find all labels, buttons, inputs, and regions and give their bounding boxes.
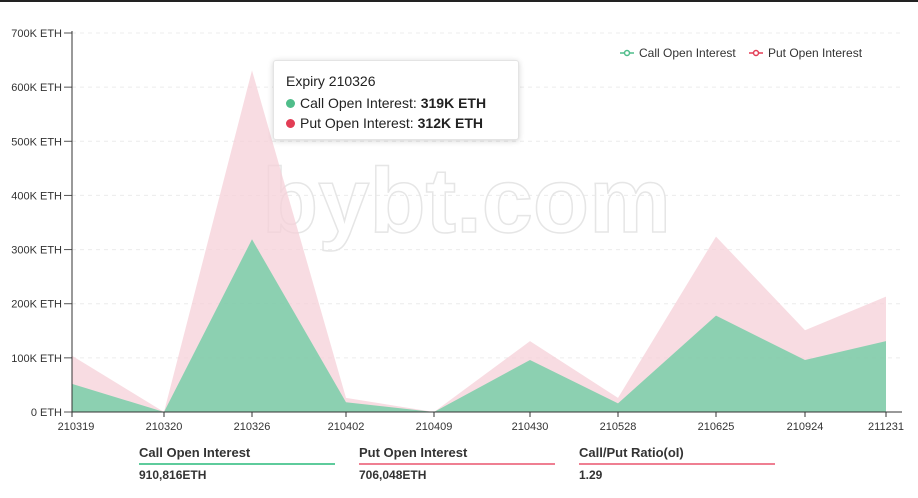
tooltip-call-row: Call Open Interest: 319K ETH <box>286 93 506 113</box>
x-tick-label: 210409 <box>416 421 453 433</box>
x-axis: 210319 210320 210326 210402 210409 210430 2105… <box>58 31 904 433</box>
y-axis: 0 ETH 100K ETH 200K ETH 300K ETH 400K ETH 500… <box>11 28 72 419</box>
call-open-interest-area <box>72 239 886 412</box>
legend-item[interactable]: Call Open Interest <box>620 46 736 60</box>
stat-call-put-ratio: Call/Put Ratio(oI) 1.29 <box>579 445 775 482</box>
legend-item[interactable]: Put Open Interest <box>749 46 863 60</box>
legend-marker-icon <box>752 49 760 57</box>
stat-label: Call/Put Ratio(oI) <box>579 445 684 460</box>
hover-tooltip: Expiry 210326 Call Open Interest: 319K E… <box>273 60 519 140</box>
stat-label: Call Open Interest <box>139 445 251 460</box>
y-tick-label: 700K ETH <box>11 28 62 40</box>
legend-label: Call Open Interest <box>639 46 736 60</box>
stat-underline <box>139 463 335 465</box>
series-areas <box>72 70 886 412</box>
y-tick-label: 100K ETH <box>11 353 62 365</box>
top-border <box>0 0 918 2</box>
stat-value: 706,048ETH <box>359 468 427 482</box>
stat-underline <box>579 463 775 465</box>
stat-label: Put Open Interest <box>359 445 468 460</box>
x-tick-label: 210402 <box>328 421 365 433</box>
x-tick-label: 210430 <box>512 421 549 433</box>
y-tick-label: 400K ETH <box>11 190 62 202</box>
stat-call-open-interest: Call Open Interest 910,816ETH <box>139 445 335 482</box>
y-tick-label: 200K ETH <box>11 299 62 311</box>
legend-label: Put Open Interest <box>768 46 863 60</box>
y-tick-label: 500K ETH <box>11 136 62 148</box>
stat-put-open-interest: Put Open Interest 706,048ETH <box>359 445 555 482</box>
tooltip-title: Expiry 210326 <box>286 73 376 89</box>
tooltip-put-label: Put Open Interest: <box>300 115 414 131</box>
y-tick-label: 600K ETH <box>11 82 62 94</box>
x-tick-label: 210326 <box>234 421 271 433</box>
x-tick-label: 210320 <box>146 421 183 433</box>
x-tick-label: 210319 <box>58 421 95 433</box>
stat-value: 910,816ETH <box>139 468 207 482</box>
tooltip-put-row: Put Open Interest: 312K ETH <box>286 113 506 133</box>
x-tick-label: 210528 <box>600 421 637 433</box>
legend[interactable]: Call Open Interest Put Open Interest <box>620 46 863 60</box>
tooltip-call-value: 319K ETH <box>420 95 487 111</box>
stat-value: 1.29 <box>579 468 603 482</box>
x-tick-label: 210625 <box>698 421 735 433</box>
legend-marker-icon <box>623 49 631 57</box>
tooltip-put-value: 312K ETH <box>417 115 483 131</box>
put-dot-icon <box>286 118 295 128</box>
x-tick-label: 211231 <box>868 421 904 433</box>
watermark: bybt.com <box>262 150 671 252</box>
tooltip-call-label: Call Open Interest: <box>300 95 417 111</box>
y-tick-label: 0 ETH <box>31 407 62 419</box>
stat-underline <box>359 463 555 465</box>
y-tick-label: 300K ETH <box>11 245 62 257</box>
x-tick-label: 210924 <box>787 421 824 433</box>
call-dot-icon <box>286 98 295 108</box>
